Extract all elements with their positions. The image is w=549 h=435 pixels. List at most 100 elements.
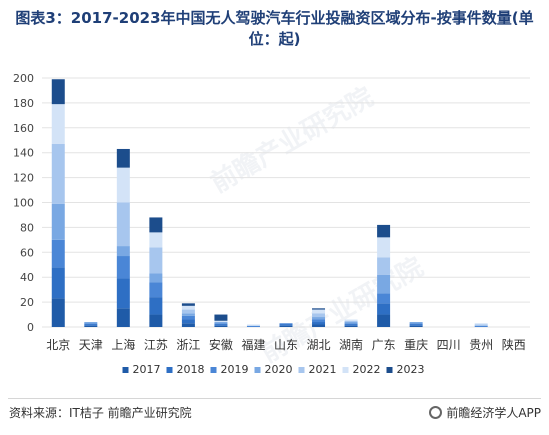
bar-2017-8	[312, 324, 326, 327]
bar-2017-1	[84, 325, 98, 327]
x-tick-label: 福建	[241, 337, 265, 352]
bar-2022-6	[246, 324, 260, 326]
bar-2019-10	[377, 293, 391, 304]
legend-label: 2023	[397, 363, 425, 376]
bar-chart: 0 20 40 60 80 100 120 140 160 180 200 北京 天津 上海 江苏 浙江 安徽…	[13, 72, 530, 376]
bar-2022-10	[377, 237, 391, 258]
bar-2022-9	[344, 319, 358, 321]
bar-2018-7	[279, 324, 293, 326]
chart-title: 图表3：2017-2023年中国无人驾驶汽车行业投融资区域分布-按事件数量(单位…	[15, 9, 534, 48]
x-tick-label: 上海	[111, 337, 135, 352]
x-tick-label: 江苏	[144, 338, 168, 352]
bar-2021-10	[377, 257, 391, 275]
bar-2018-1	[84, 324, 98, 326]
bar-2023-8	[312, 308, 326, 310]
bar-2018-11	[409, 324, 423, 326]
legend-item-2018[interactable]: 2018	[166, 363, 205, 376]
bar-2018-3	[149, 297, 163, 315]
bar-2021-2	[116, 202, 130, 247]
bar-2023-0	[51, 79, 65, 105]
bar-2020-9	[344, 322, 358, 324]
bar-2023-5	[214, 314, 228, 321]
legend-item-2022[interactable]: 2022	[342, 363, 381, 376]
y-tick-label: 60	[20, 246, 34, 259]
bar-2022-2	[116, 167, 130, 203]
x-tick-label: 浙江	[176, 338, 200, 352]
legend-item-2019[interactable]: 2019	[210, 363, 249, 376]
bar-2020-3	[149, 273, 163, 283]
bar-2023-3	[149, 217, 163, 233]
legend-label: 2022	[353, 363, 381, 376]
bar-2019-13	[474, 325, 488, 327]
legend-label: 2017	[133, 363, 161, 376]
bar-2019-2	[116, 256, 130, 279]
bar-2017-3	[149, 314, 163, 327]
x-tick-label: 湖南	[339, 337, 363, 352]
bar-2017-11	[409, 325, 423, 327]
bar-2021-8	[312, 313, 326, 318]
x-axis-ticks: 北京 天津 上海 江苏 浙江 安徽 福建 山东 湖北 湖南 广东 重庆 四川 贵州 陕西	[46, 337, 525, 352]
x-tick-label: 四川	[437, 338, 461, 352]
legend-item-2020[interactable]: 2020	[254, 363, 293, 376]
legend-swatch	[122, 367, 129, 373]
brand-logo-icon	[429, 406, 443, 419]
legend-swatch	[298, 367, 305, 373]
y-tick-label: 100	[13, 197, 34, 210]
footer-divider	[8, 398, 541, 399]
legend-label: 2019	[221, 363, 249, 376]
bar-2023-4	[181, 303, 195, 306]
x-tick-label: 贵州	[469, 338, 493, 352]
x-tick-label: 北京	[46, 338, 70, 352]
bar-2019-3	[149, 282, 163, 298]
bar-2018-5	[214, 324, 228, 326]
bar-2019-9	[344, 323, 358, 325]
y-tick-label: 160	[13, 122, 34, 135]
bar-2019-0	[51, 239, 65, 268]
bar-2020-8	[312, 317, 326, 320]
y-tick-label: 20	[20, 296, 34, 309]
grid-lines	[42, 77, 530, 328]
bar-2018-9	[344, 324, 358, 326]
bar-2019-4	[181, 315, 195, 320]
brand-footer: 前瞻经济学人APP	[429, 404, 541, 421]
legend-label: 2018	[177, 363, 205, 376]
legend-item-2023[interactable]: 2023	[386, 363, 425, 376]
bar-2018-8	[312, 322, 326, 325]
legend-label: 2021	[309, 363, 337, 376]
x-tick-label: 重庆	[404, 338, 428, 352]
bar-2020-11	[409, 322, 423, 324]
bar-2023-2	[116, 148, 130, 168]
brand-name: 前瞻经济学人APP	[446, 406, 541, 420]
bar-2020-4	[181, 313, 195, 316]
y-tick-label: 0	[27, 321, 34, 334]
bar-2020-5	[214, 322, 228, 324]
legend-item-2021[interactable]: 2021	[298, 363, 337, 376]
y-tick-label: 120	[13, 172, 34, 185]
y-axis-ticks: 0 20 40 60 80 100 120 140 160 180 200	[13, 72, 34, 334]
legend-label: 2020	[265, 363, 293, 376]
legend-swatch	[254, 367, 261, 373]
bar-2017-10	[377, 314, 391, 327]
bar-2021-13	[474, 324, 488, 326]
bar-2020-1	[84, 322, 98, 324]
bar-2019-11	[409, 323, 423, 325]
bar-2017-5	[214, 325, 228, 327]
bar-2020-0	[51, 203, 65, 240]
bar-2020-10	[377, 274, 391, 294]
bar-2022-8	[312, 309, 326, 314]
bar-2018-2	[116, 278, 130, 309]
x-tick-label: 湖北	[307, 337, 331, 352]
bar-2022-0	[51, 104, 65, 144]
bar-2023-10	[377, 224, 391, 238]
y-tick-label: 140	[13, 147, 34, 160]
legend: 2017 2018 2019 2020 2021 2022 2023	[122, 363, 425, 376]
bar-2017-9	[344, 325, 358, 327]
bar-2018-0	[51, 267, 65, 299]
bar-2019-1	[84, 323, 98, 325]
x-tick-label: 广东	[372, 338, 396, 352]
legend-item-2017[interactable]: 2017	[122, 363, 161, 376]
x-tick-label: 山东	[274, 338, 298, 352]
y-tick-label: 180	[13, 97, 34, 110]
bar-2017-2	[116, 308, 130, 327]
x-tick-label: 陕西	[502, 337, 526, 352]
